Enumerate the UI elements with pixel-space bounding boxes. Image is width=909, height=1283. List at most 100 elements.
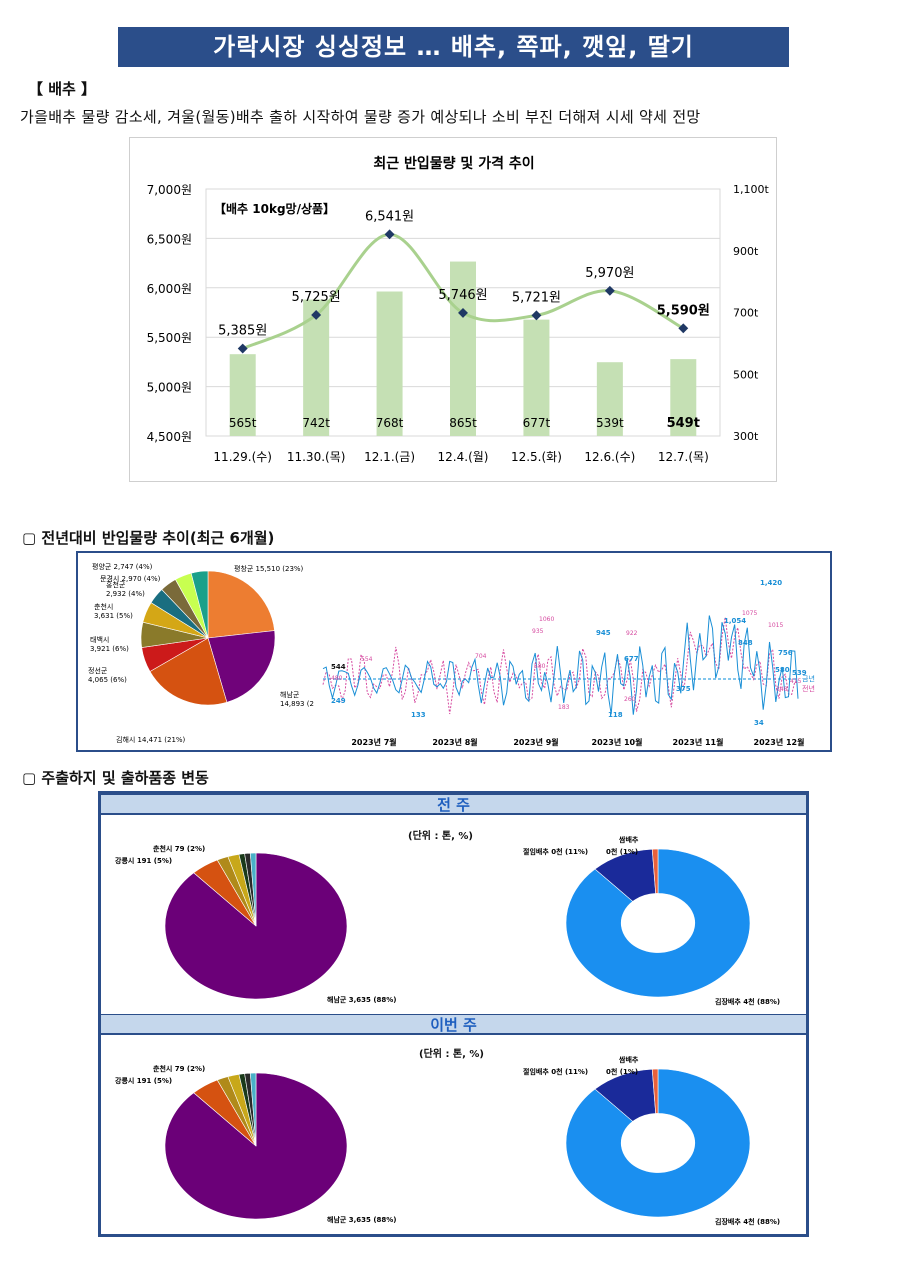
previous-value-label: 554 [361,656,373,663]
previous-value-label: 183 [558,704,570,711]
pie-label: 14,893 (2 [280,700,314,708]
pie-label: 평양군 2,747 (4%) [92,562,153,571]
y-left-tick: 5,500원 [147,331,192,345]
price-label: 5,385원 [218,324,267,339]
price-label: 5,970원 [585,266,634,281]
current-value-label: 133 [411,711,426,719]
pie-label: 춘천시 [94,602,113,611]
previous-value-label: 922 [626,630,638,637]
price-marker [678,323,689,334]
previous-value-label: 580 [534,663,546,670]
variety-donut-slice [651,848,659,894]
price-marker [384,229,395,240]
bar-label: 742t [302,416,330,430]
y-right-tick: 700t [733,307,759,320]
pie-label: 홍천군 [106,580,126,589]
bar-label: 539t [596,416,624,430]
x-tick: 2023년 11월 [673,737,724,747]
bar [523,319,550,436]
previous-value-label: 1075 [742,610,757,617]
bar-label: 677t [523,416,551,430]
current-value-label: 375 [676,685,691,693]
y-right-tick: 900t [733,245,759,258]
pie-label: 해남군 [280,690,300,699]
bar [376,291,403,436]
chart-title: 최근 반입물량 및 가격 추이 [373,155,534,172]
origin-pie-slice [207,630,276,703]
x-tick: 2023년 12월 [754,737,805,747]
y-left-tick: 6,500원 [147,232,192,246]
origin-pie-slice [149,637,228,706]
current-value-label: 544 [331,663,346,671]
bar [670,359,697,436]
variety-label: 김장배추 4천 (88%) [715,1217,780,1226]
bar-label: 865t [449,416,477,430]
variety-donut-slice [651,1068,659,1114]
pie-label: 3,631 (5%) [94,612,133,620]
previous-value-label: 1015 [768,622,783,629]
origin-title: ▢ 주출하지 및 출하품종 변동 [22,769,209,787]
x-tick: 2023년 9월 [513,737,558,747]
y-right-tick: 500t [733,368,759,381]
this-week-header: 이번 주 [101,1014,806,1035]
variety-label: 쌈배추 [619,835,639,844]
region-label: 강릉시 191 (5%) [115,1076,172,1085]
x-tick: 12.1.(금) [364,450,415,464]
prev-unit-label: (단위 : 톤, %) [408,831,474,842]
region-label: 강릉시 191 (5%) [115,856,172,865]
price-label: 5,590원 [657,303,710,318]
region-label: 해남군 3,635 (88%) [327,995,397,1004]
legend-current: 금년 [802,674,815,683]
origin-pie-slice [207,570,275,639]
origin-panel: 전 주 (단위 : 톤, %) 이번 주 (단위 : 톤, %) 해남군 3,6… [98,791,809,1237]
current-value-label: 1,054 [724,617,746,625]
x-tick: 12.7.(목) [658,450,709,464]
chart-annotation: 【배추 10kg망/상품】 [214,201,335,216]
pie-label: 2,932 (4%) [106,590,145,598]
current-value-label: 539 [792,669,807,677]
cabbage-summary: 가을배추 물량 감소세, 겨울(월동)배추 출하 시작하여 물량 증가 예상되나… [20,108,701,126]
price-marker [237,343,248,354]
origin-pie-slice [190,570,209,639]
current-value-label: 249 [331,697,346,705]
current-value-label: 1,420 [760,579,782,587]
current-value-label: 756 [778,649,793,657]
current-value-label: 34 [754,719,764,727]
x-tick: 12.5.(화) [511,450,562,464]
region-label: 춘천시 79 (2%) [153,1064,205,1073]
region-pie-slice [249,852,257,927]
variety-label: 쌈배추 [619,1055,639,1064]
region-label: 해남군 3,635 (88%) [327,1215,397,1224]
price-label: 5,721원 [512,290,561,305]
previous-value-label: 704 [475,653,487,660]
current-value-label: 945 [596,629,611,637]
origin-svg: 해남군 3,635 (88%) 강릉시 191 (5%) 춘천시 79 (2%) 김장… [115,835,780,1226]
yoy-title: ▢ 전년대비 반입물량 추이(최근 6개월) [22,529,275,547]
bar [450,261,476,436]
pie-label: 정선군 [88,666,108,675]
price-label: 6,541원 [365,209,414,224]
variety-donut-slice [565,848,751,998]
y-left-tick: 6,000원 [147,282,192,296]
bar-label: 549t [667,416,700,431]
yoy-panel: 평창군 15,510 (23%) 해남군 14,893 (2 김해시 14,471 (… [76,551,832,752]
y-right-tick: 300t [733,430,759,443]
price-volume-svg: 최근 반입물량 및 가격 추이 7,000원 6,500원 6,000원 5,500원 5… [147,155,770,464]
region-pie-slice [249,1072,257,1147]
pie-label: 평창군 15,510 (23%) [234,564,304,573]
bar-label: 768t [376,416,404,430]
price-label: 5,725원 [292,290,341,305]
current-value-label: 677 [624,655,639,663]
current-year-line [322,615,799,715]
previous-value-label: 480 [331,675,343,682]
this-unit-label: (단위 : 톤, %) [419,1049,485,1060]
y-left-tick: 5,000원 [147,381,192,395]
cabbage-header: 【 배추 】 [28,80,97,98]
variety-label: 절임배추 0천 (11%) [523,1067,588,1076]
legend-previous: 전년 [802,684,815,693]
pie-label: 태백시 [90,635,109,644]
variety-donut-slice [565,1068,751,1218]
y-left-tick: 4,500원 [147,430,192,444]
x-tick: 11.30.(목) [287,450,346,464]
